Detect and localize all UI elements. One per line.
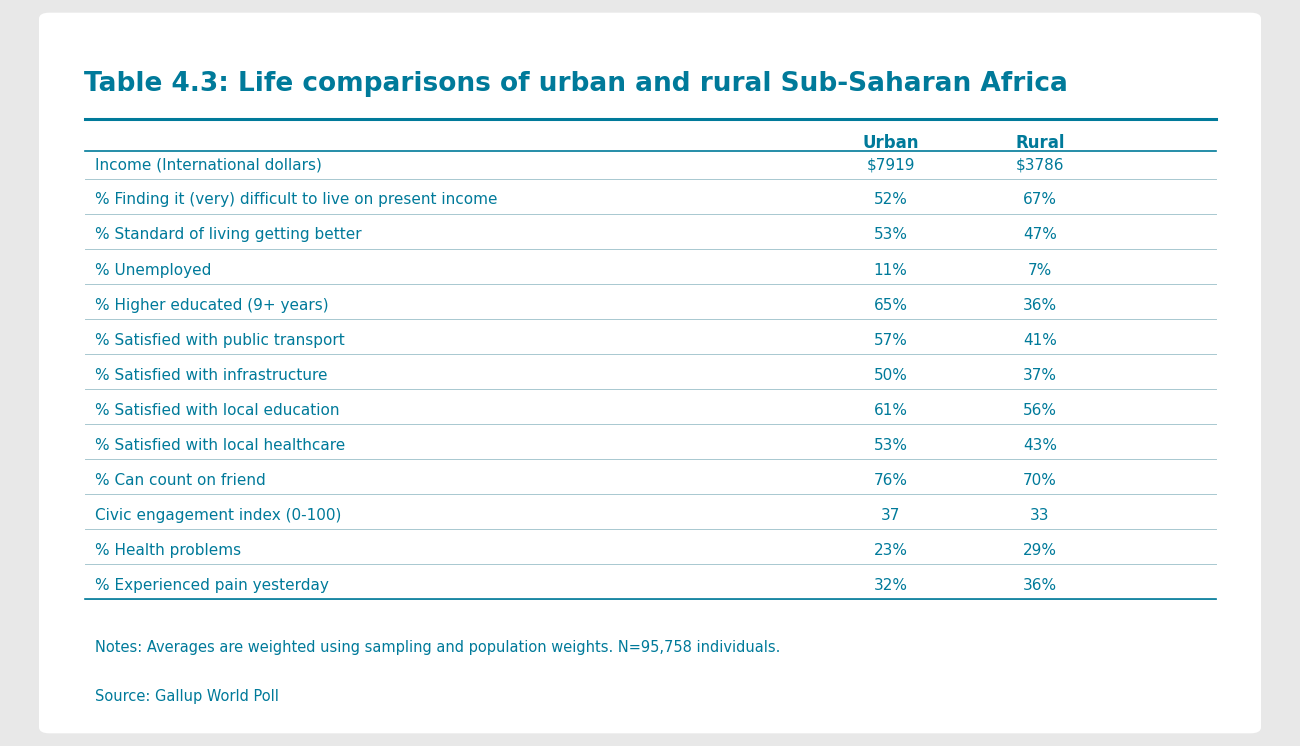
Text: 53%: 53% bbox=[874, 438, 907, 453]
Text: 56%: 56% bbox=[1023, 403, 1057, 418]
Text: 37: 37 bbox=[881, 508, 900, 523]
Text: 70%: 70% bbox=[1023, 473, 1057, 488]
Text: % Finding it (very) difficult to live on present income: % Finding it (very) difficult to live on… bbox=[95, 192, 498, 207]
Text: 7%: 7% bbox=[1028, 263, 1052, 278]
Text: 61%: 61% bbox=[874, 403, 907, 418]
Text: 67%: 67% bbox=[1023, 192, 1057, 207]
Text: 76%: 76% bbox=[874, 473, 907, 488]
Text: 43%: 43% bbox=[1023, 438, 1057, 453]
Text: 47%: 47% bbox=[1023, 228, 1057, 242]
Text: Income (International dollars): Income (International dollars) bbox=[95, 157, 322, 172]
Text: 23%: 23% bbox=[874, 543, 907, 558]
Text: % Satisfied with local education: % Satisfied with local education bbox=[95, 403, 339, 418]
Text: % Health problems: % Health problems bbox=[95, 543, 240, 558]
Text: $7919: $7919 bbox=[866, 157, 915, 172]
Text: % Experienced pain yesterday: % Experienced pain yesterday bbox=[95, 578, 329, 593]
Text: Notes: Averages are weighted using sampling and population weights. N=95,758 ind: Notes: Averages are weighted using sampl… bbox=[95, 640, 780, 656]
FancyBboxPatch shape bbox=[39, 13, 1261, 733]
Text: 41%: 41% bbox=[1023, 333, 1057, 348]
Text: 37%: 37% bbox=[1023, 368, 1057, 383]
Text: % Higher educated (9+ years): % Higher educated (9+ years) bbox=[95, 298, 329, 313]
Text: 36%: 36% bbox=[1023, 578, 1057, 593]
Text: Civic engagement index (0-100): Civic engagement index (0-100) bbox=[95, 508, 342, 523]
Text: Rural: Rural bbox=[1015, 134, 1065, 152]
Text: 11%: 11% bbox=[874, 263, 907, 278]
Text: % Satisfied with public transport: % Satisfied with public transport bbox=[95, 333, 344, 348]
Text: 36%: 36% bbox=[1023, 298, 1057, 313]
Text: 53%: 53% bbox=[874, 228, 907, 242]
Text: $3786: $3786 bbox=[1015, 157, 1065, 172]
Text: 52%: 52% bbox=[874, 192, 907, 207]
Text: 29%: 29% bbox=[1023, 543, 1057, 558]
Text: % Unemployed: % Unemployed bbox=[95, 263, 212, 278]
Text: % Standard of living getting better: % Standard of living getting better bbox=[95, 228, 361, 242]
Text: % Satisfied with local healthcare: % Satisfied with local healthcare bbox=[95, 438, 344, 453]
Text: 65%: 65% bbox=[874, 298, 907, 313]
Text: % Can count on friend: % Can count on friend bbox=[95, 473, 265, 488]
Text: 32%: 32% bbox=[874, 578, 907, 593]
Text: Source: Gallup World Poll: Source: Gallup World Poll bbox=[95, 689, 278, 704]
Text: % Satisfied with infrastructure: % Satisfied with infrastructure bbox=[95, 368, 328, 383]
Text: 50%: 50% bbox=[874, 368, 907, 383]
Text: 33: 33 bbox=[1030, 508, 1050, 523]
Text: Table 4.3: Life comparisons of urban and rural Sub-Saharan Africa: Table 4.3: Life comparisons of urban and… bbox=[84, 71, 1069, 97]
Text: Urban: Urban bbox=[862, 134, 919, 152]
Text: 57%: 57% bbox=[874, 333, 907, 348]
